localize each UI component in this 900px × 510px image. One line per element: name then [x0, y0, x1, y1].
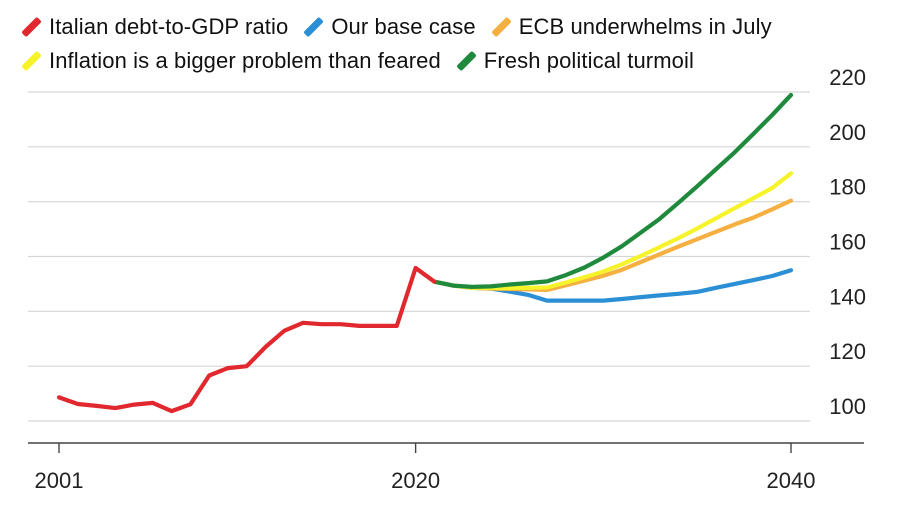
- y-tick-label-200: 200: [829, 120, 866, 145]
- legend-item-italian-debt: Italian debt-to-GDP ratio: [21, 14, 289, 40]
- legend-label-base-case: Our base case: [331, 14, 476, 39]
- y-tick-label-160: 160: [829, 230, 866, 255]
- legend-item-inflation: Inflation is a bigger problem than feare…: [21, 48, 441, 74]
- gridlines: [28, 91, 810, 422]
- series-line-0: [56, 265, 437, 414]
- x-tick-label-2001: 2001: [35, 468, 84, 493]
- y-tick-label-100: 100: [829, 394, 866, 419]
- y-tick-label-220: 220: [829, 65, 866, 90]
- legend-label-inflation: Inflation is a bigger problem than feare…: [49, 48, 441, 73]
- y-tick-label-120: 120: [829, 339, 866, 364]
- y-tick-label-180: 180: [829, 175, 866, 200]
- series-lines: [56, 92, 794, 414]
- chart-legend: Italian debt-to-GDP ratio Our base case …: [21, 10, 888, 78]
- axes: 220 200 180 160 140 120 100 2001 2020 2040: [28, 65, 866, 493]
- legend-row-1: Italian debt-to-GDP ratio Our base case …: [21, 10, 888, 44]
- legend-item-political-turmoil: Fresh political turmoil: [456, 48, 694, 74]
- x-tick-label-2020: 2020: [391, 468, 440, 493]
- legend-label-ecb: ECB underwhelms in July: [518, 14, 772, 39]
- legend-row-2: Inflation is a bigger problem than feare…: [21, 44, 888, 78]
- series-line-2: [432, 198, 794, 292]
- series-line-4: [432, 92, 794, 289]
- legend-label-political-turmoil: Fresh political turmoil: [483, 48, 694, 73]
- legend-item-ecb: ECB underwhelms in July: [490, 14, 772, 40]
- x-tick-label-2040: 2040: [767, 468, 816, 493]
- legend-label-italian-debt: Italian debt-to-GDP ratio: [49, 14, 289, 39]
- y-tick-label-140: 140: [829, 284, 866, 309]
- legend-item-base-case: Our base case: [303, 14, 476, 40]
